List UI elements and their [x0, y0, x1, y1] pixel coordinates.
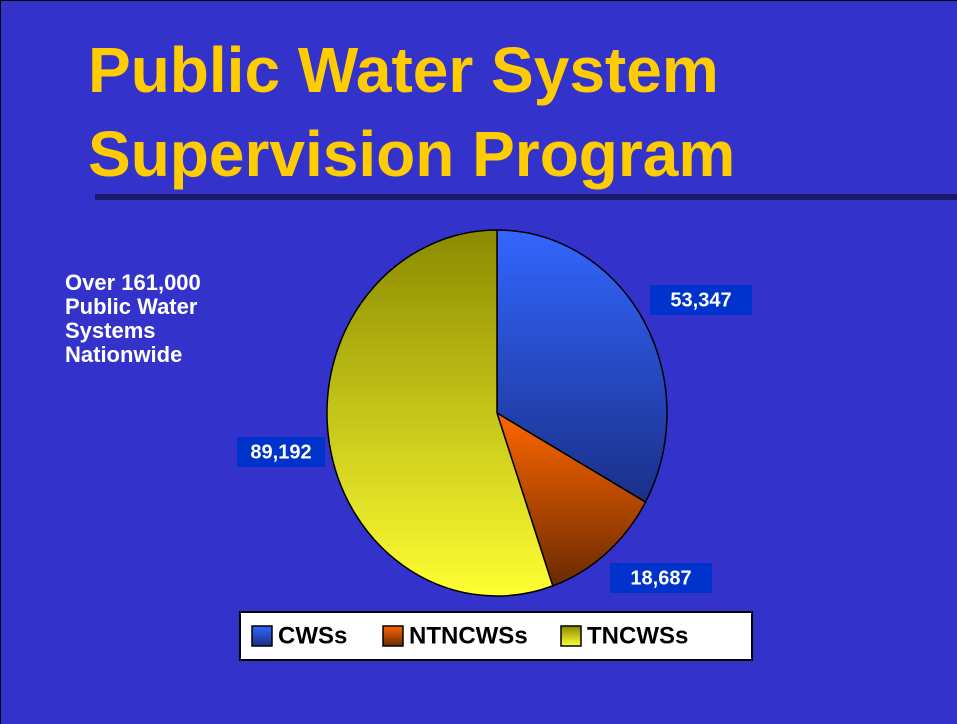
data-label: 18,687 [630, 567, 691, 589]
pie-slice [326, 229, 554, 597]
pie-slice [496, 229, 668, 504]
data-label: 89,192 [250, 441, 311, 463]
legend-label: TNCWSs [587, 622, 688, 649]
legend-label: CWSs [278, 622, 347, 649]
annotation: Systems [65, 318, 156, 343]
annotation: Over 161,000 [65, 270, 201, 295]
annotation: Nationwide [65, 342, 182, 367]
data-label-box [650, 285, 752, 315]
data-label-box [610, 563, 712, 593]
data-label: 53,347 [670, 289, 731, 311]
legend-swatch [251, 625, 273, 647]
overlay: Public Water System Supervision Program Ov… [65, 34, 753, 661]
chart-title: Public Water System [88, 34, 719, 106]
legend-box [239, 611, 753, 661]
data-label-box [237, 437, 325, 467]
legend-swatch [382, 625, 404, 647]
legend-swatch [560, 625, 582, 647]
annotation: Public Water [65, 294, 198, 319]
pie [326, 229, 668, 597]
chart-title: Supervision Program [88, 118, 735, 190]
pie-slice [495, 411, 647, 587]
legend-label: NTNCWSs [409, 622, 528, 649]
